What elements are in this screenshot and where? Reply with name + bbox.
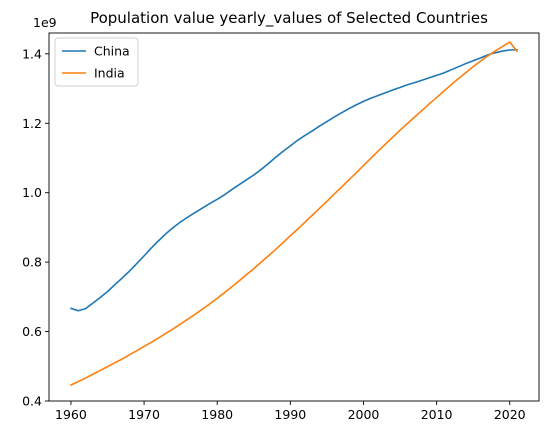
y-tick-label: 0.8 xyxy=(22,255,42,270)
y-tick-label: 0.4 xyxy=(22,394,42,409)
legend: China India xyxy=(54,37,139,87)
chart-title: Population value yearly_values of Select… xyxy=(90,9,488,28)
series-line-china xyxy=(70,48,518,312)
y-tick-label: 1.4 xyxy=(22,46,42,61)
series-layer xyxy=(70,41,518,386)
axis-layer: 1960 1970 1980 1990 2000 2010 2020 0.4 0.6 0.8 1.0… xyxy=(22,32,540,422)
legend-label-india: India xyxy=(94,66,125,81)
legend-box xyxy=(54,37,139,87)
x-tick-label: 2000 xyxy=(348,407,380,422)
x-tick-label: 1990 xyxy=(274,407,306,422)
plot-frame xyxy=(48,32,540,402)
x-tick-label: 1960 xyxy=(55,407,87,422)
x-tick-label: 2010 xyxy=(421,407,453,422)
legend-label-china: China xyxy=(94,44,130,59)
x-tick-label: 1970 xyxy=(128,407,160,422)
y-tick-label: 1.0 xyxy=(22,185,42,200)
series-line-india xyxy=(70,41,518,386)
x-tick-label: 2020 xyxy=(494,407,526,422)
y-tick-label: 1.2 xyxy=(22,116,42,131)
x-tick-label: 1980 xyxy=(201,407,233,422)
y-scale-exponent: 1e9 xyxy=(33,15,57,30)
y-tick-label: 0.6 xyxy=(22,324,42,339)
